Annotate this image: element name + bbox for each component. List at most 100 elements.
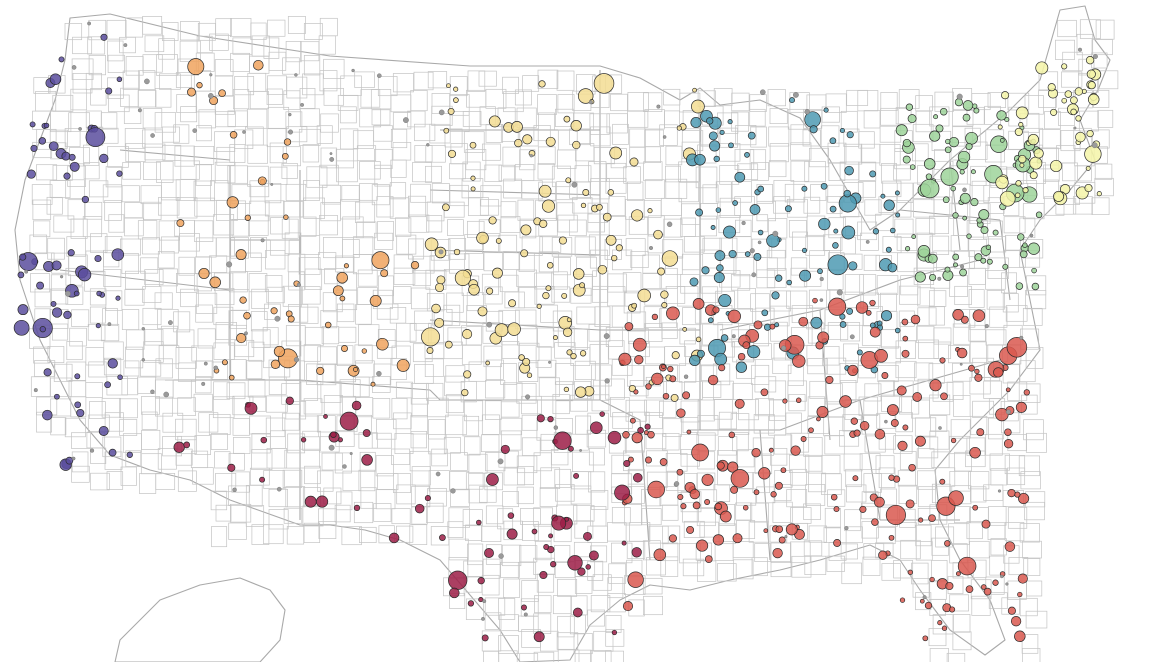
city-bubble-pacific-west: [105, 87, 113, 95]
county-cell: [665, 165, 681, 183]
county-cell: [893, 435, 913, 454]
city-bubble-plains-north: [468, 283, 480, 296]
county-cell: [157, 251, 175, 269]
county-cell: [607, 577, 624, 599]
county-cell: [591, 364, 612, 387]
city-bubble-plains-north: [602, 212, 612, 222]
county-cell: [266, 448, 288, 469]
city-bubble-southeast: [686, 525, 695, 534]
minor-city-marker: [141, 358, 146, 362]
county-cell: [790, 541, 811, 564]
county-cell: [1023, 419, 1044, 441]
city-bubble-southeast: [692, 298, 705, 310]
city-bubble-pacific-west: [65, 456, 74, 465]
county-cell: [863, 110, 881, 129]
county-cell: [299, 216, 317, 237]
city-bubble-pacific-west: [54, 393, 60, 400]
county-cell: [767, 89, 786, 107]
county-cell: [627, 181, 644, 201]
county-cell: [587, 202, 608, 223]
city-bubble-southeast: [928, 514, 936, 523]
city-bubble-southeast: [847, 364, 859, 376]
county-cell: [89, 306, 106, 324]
county-cell: [948, 345, 970, 364]
county-cell: [174, 145, 195, 167]
county-cell: [935, 467, 956, 487]
county-cell: [353, 501, 374, 524]
city-bubble-texas-southwest: [547, 415, 554, 423]
county-cell: [266, 286, 285, 304]
city-bubble-mountain: [380, 269, 389, 278]
county-cell: [359, 161, 381, 180]
city-bubble-plains-north: [453, 97, 459, 103]
county-cell: [124, 289, 145, 306]
city-bubble-plains-north: [597, 264, 608, 275]
city-bubble-great-lakes: [707, 317, 714, 324]
county-cell: [141, 396, 160, 415]
county-cell: [161, 126, 180, 143]
city-bubble-southeast: [808, 427, 814, 434]
county-cell: [989, 453, 1010, 471]
city-bubble-pacific-west: [13, 319, 30, 336]
county-cell: [125, 270, 146, 290]
county-cell: [251, 524, 270, 545]
county-cell: [1008, 557, 1029, 576]
county-cell: [1094, 163, 1113, 180]
city-bubble-northeast-mid: [945, 138, 951, 145]
city-bubble-new-england: [1085, 56, 1095, 65]
city-bubble-southeast: [874, 349, 888, 363]
county-cell: [299, 108, 320, 127]
county-cell: [519, 652, 539, 662]
county-cell: [250, 237, 267, 258]
county-cell: [467, 220, 485, 238]
city-bubble-new-england: [1014, 127, 1023, 136]
county-cell: [198, 412, 219, 433]
city-bubble-great-lakes: [841, 225, 856, 240]
minor-city-marker: [884, 419, 888, 424]
minor-city-marker: [529, 153, 533, 158]
city-bubble-mountain: [187, 87, 196, 97]
city-bubble-texas-southwest: [536, 414, 545, 423]
city-bubble-plains-north: [538, 184, 552, 198]
city-bubble-great-lakes: [715, 207, 722, 213]
county-cell: [520, 508, 541, 525]
city-bubble-southeast: [716, 461, 725, 470]
county-cell: [465, 149, 487, 171]
county-cell: [518, 287, 538, 309]
county-cell: [521, 395, 542, 415]
county-cell: [661, 322, 678, 339]
county-cell: [468, 484, 488, 504]
city-bubble-great-lakes: [801, 247, 808, 253]
county-cell: [484, 164, 502, 182]
city-bubble-new-england: [1029, 156, 1043, 170]
city-bubble-northeast-mid: [999, 138, 1005, 143]
county-cell: [1025, 610, 1048, 629]
city-bubble-plains-north: [442, 203, 450, 212]
county-cell: [302, 73, 324, 96]
city-bubble-great-lakes: [880, 310, 893, 322]
county-cell: [770, 321, 788, 342]
county-cell: [484, 597, 506, 616]
city-bubble-plains-north: [520, 249, 529, 258]
county-cell: [696, 507, 716, 527]
city-bubble-new-england: [1074, 87, 1083, 96]
county-cell: [627, 365, 645, 387]
county-cell: [679, 543, 701, 564]
county-cell: [155, 358, 173, 379]
county-cell: [175, 347, 197, 369]
city-bubble-new-england: [1050, 108, 1058, 116]
county-cell: [175, 72, 192, 88]
minor-city-marker: [673, 481, 680, 487]
county-cell: [500, 363, 518, 385]
county-cell: [713, 88, 733, 107]
city-bubble-southeast: [1017, 573, 1028, 584]
county-cell: [282, 285, 302, 307]
county-cell: [859, 453, 881, 470]
county-cell: [90, 88, 107, 106]
county-cell: [391, 448, 410, 465]
city-bubble-southeast: [680, 503, 687, 510]
city-bubble-mountain: [176, 219, 185, 228]
county-cell: [323, 58, 345, 79]
county-cell: [610, 397, 630, 418]
city-bubble-great-lakes: [823, 107, 829, 113]
